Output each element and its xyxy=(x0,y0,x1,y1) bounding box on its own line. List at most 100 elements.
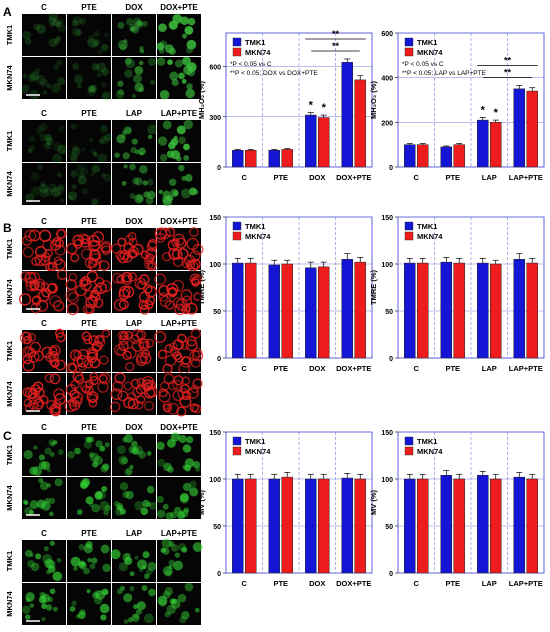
cell xyxy=(85,541,93,549)
cell xyxy=(29,552,34,557)
cell xyxy=(41,617,46,622)
legend-label: MKN74 xyxy=(417,232,443,241)
cell xyxy=(123,593,133,603)
bar xyxy=(417,478,429,574)
cell xyxy=(102,92,109,99)
cell xyxy=(121,180,127,186)
cell xyxy=(190,384,200,394)
cell xyxy=(139,352,152,365)
cell xyxy=(70,379,80,390)
cell xyxy=(69,195,74,200)
y-tick-label: 100 xyxy=(381,477,393,484)
cell xyxy=(49,452,55,457)
cell xyxy=(69,606,76,612)
cell xyxy=(158,23,167,33)
cell xyxy=(101,486,108,493)
cell xyxy=(101,90,112,101)
significance-note: *P < 0.05 vs C xyxy=(402,61,444,68)
cell xyxy=(145,338,155,348)
cell xyxy=(48,565,56,573)
cell xyxy=(181,188,191,199)
cell xyxy=(54,478,63,487)
cell xyxy=(80,380,92,393)
cell xyxy=(41,603,47,610)
cell xyxy=(192,542,203,552)
cell xyxy=(129,163,136,171)
cell xyxy=(132,387,143,398)
cell xyxy=(191,358,201,368)
cell xyxy=(83,440,92,449)
x-tick-label: LAP+PTE xyxy=(509,579,543,588)
cell xyxy=(93,39,101,46)
cell xyxy=(50,402,62,414)
legend-label: MKN74 xyxy=(245,447,271,456)
cell xyxy=(195,466,201,472)
cell xyxy=(157,136,168,146)
cell xyxy=(173,560,184,571)
cell xyxy=(34,67,41,74)
y-tick-label: 100 xyxy=(209,262,221,269)
cell xyxy=(74,374,85,384)
cell xyxy=(29,603,34,608)
cell xyxy=(55,35,62,42)
cell xyxy=(116,588,123,595)
x-tick-label: DOX+PTE xyxy=(336,364,371,373)
cell xyxy=(139,48,145,54)
x-tick-label: C xyxy=(414,364,420,373)
cell xyxy=(49,22,55,28)
cell xyxy=(125,362,135,372)
cell xyxy=(93,590,101,598)
cell xyxy=(85,304,95,315)
cell xyxy=(158,48,165,54)
cell xyxy=(129,464,134,470)
image-row-label: TMK1 xyxy=(5,239,14,259)
cell xyxy=(75,29,83,36)
cell xyxy=(123,39,128,44)
cell xyxy=(161,538,172,549)
cell xyxy=(113,298,127,312)
y-tick-label: 50 xyxy=(385,524,393,531)
cell xyxy=(36,24,46,34)
bar xyxy=(404,262,416,359)
cell xyxy=(48,38,58,48)
cell xyxy=(158,189,163,194)
image-column-label: C xyxy=(41,3,47,12)
cell xyxy=(129,26,135,32)
micrograph-tile xyxy=(22,163,66,205)
image-row-label: MKN74 xyxy=(5,484,14,510)
panel-letter-C: C xyxy=(3,429,12,443)
cell xyxy=(131,138,138,145)
cell xyxy=(125,18,134,26)
cell xyxy=(70,155,78,163)
cell xyxy=(44,497,51,504)
bar xyxy=(513,259,525,359)
cell xyxy=(162,565,173,576)
cell xyxy=(97,49,103,55)
cell xyxy=(156,441,165,451)
legend-label: TMK1 xyxy=(417,437,437,446)
cell xyxy=(141,20,148,27)
image-column-label: DOX+PTE xyxy=(160,423,198,432)
cell xyxy=(76,355,90,368)
cell xyxy=(147,124,158,135)
cell xyxy=(91,503,101,513)
cell xyxy=(138,300,149,310)
cell xyxy=(172,339,184,351)
cell xyxy=(131,339,144,352)
image-row-label: TMK1 xyxy=(5,551,14,571)
cell xyxy=(71,184,77,190)
cell xyxy=(83,567,90,575)
bar xyxy=(404,144,416,168)
cell xyxy=(121,437,128,443)
cell xyxy=(172,233,186,246)
image-row-label: MKN74 xyxy=(5,278,14,304)
cell xyxy=(115,250,126,261)
cell xyxy=(99,603,110,614)
cell xyxy=(136,601,146,611)
cell xyxy=(94,334,105,344)
image-column-label: LAP xyxy=(126,109,143,118)
cell xyxy=(192,378,203,389)
cell xyxy=(103,510,109,516)
bar xyxy=(245,150,257,168)
cell xyxy=(89,452,100,463)
